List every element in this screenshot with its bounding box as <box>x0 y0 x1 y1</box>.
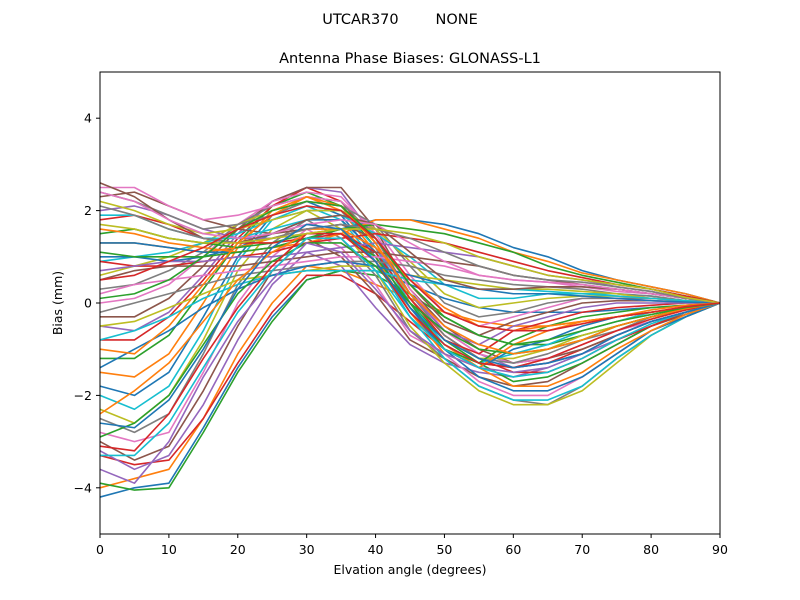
x-axis: 0 10 20 30 40 50 60 70 80 90 <box>96 534 728 557</box>
figure-suptitle: UTCAR370 NONE <box>322 12 478 28</box>
series-line-54 <box>99 205 721 332</box>
x-tick-label: 90 <box>712 542 728 557</box>
series-line-52 <box>99 195 721 355</box>
series-line-47 <box>99 191 721 304</box>
x-tick-label: 40 <box>368 542 384 557</box>
y-tick-label: −4 <box>74 480 92 495</box>
series-line-53 <box>99 200 721 346</box>
series-line-41 <box>99 260 721 369</box>
y-axis: −4 −2 0 2 4 <box>74 111 100 495</box>
series-group <box>99 182 721 498</box>
y-tick-label: 4 <box>84 111 92 126</box>
x-tick-label: 50 <box>436 542 452 557</box>
x-tick-label: 70 <box>574 542 590 557</box>
x-axis-label: Elvation angle (degrees) <box>333 562 486 577</box>
series-line-9 <box>99 209 721 424</box>
series-line-50 <box>100 237 721 457</box>
series-line-37 <box>99 255 721 304</box>
x-tick-label: 30 <box>299 542 315 557</box>
series-line-48 <box>99 205 721 304</box>
x-tick-label: 20 <box>230 542 246 557</box>
chart-title: Antenna Phase Biases: GLONASS-L1 <box>279 51 541 67</box>
y-tick-label: −2 <box>74 388 92 403</box>
x-tick-label: 60 <box>505 542 521 557</box>
series-line-49 <box>99 223 721 304</box>
y-axis-label: Bias (mm) <box>50 271 65 335</box>
series-line-51 <box>99 223 721 429</box>
x-tick-label: 10 <box>161 542 177 557</box>
y-tick-label: 2 <box>84 203 92 218</box>
x-tick-label: 80 <box>643 542 659 557</box>
series-line-44 <box>99 232 721 452</box>
x-tick-label: 0 <box>96 542 104 557</box>
y-tick-label: 0 <box>84 296 92 311</box>
